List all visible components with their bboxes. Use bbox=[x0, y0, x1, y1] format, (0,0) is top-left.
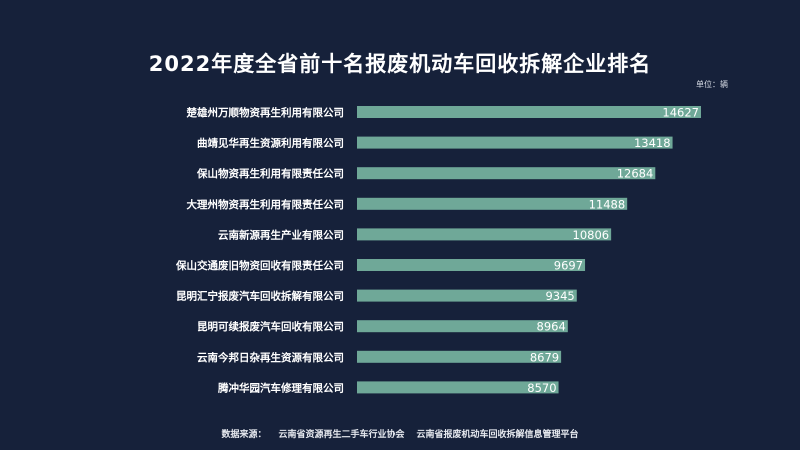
bar bbox=[357, 197, 628, 210]
bar bbox=[357, 350, 562, 363]
category-label: 大理州物资再生利用有限责任公司 bbox=[187, 198, 345, 211]
category-label: 昆明汇宁报废汽车回收拆解有限公司 bbox=[176, 290, 344, 303]
bar bbox=[357, 106, 701, 118]
bar-value-label: 10806 bbox=[573, 228, 610, 242]
bar bbox=[357, 289, 577, 302]
bar-value-label: 8570 bbox=[527, 381, 556, 395]
bar bbox=[357, 259, 586, 271]
bar-value-label: 9697 bbox=[554, 259, 583, 273]
bar bbox=[357, 136, 673, 149]
category-label: 曲靖见华再生资源利用有限公司 bbox=[197, 137, 344, 150]
bar-value-label: 8964 bbox=[537, 320, 566, 334]
category-label: 腾冲华园汽车修理有限公司 bbox=[217, 381, 344, 394]
data-source: 数据来源： 云南省资源再生二手车行业协会 云南省报废机动车回收拆解信息管理平台 bbox=[0, 427, 800, 440]
source-1: 云南省资源再生二手车行业协会 bbox=[278, 430, 405, 440]
category-label: 保山物资再生利用有限责任公司 bbox=[196, 167, 344, 180]
bar bbox=[357, 320, 568, 333]
bar-value-label: 13418 bbox=[634, 136, 671, 150]
bar-value-label: 11488 bbox=[589, 197, 626, 211]
chart-title: 2022年度全省前十名报废机动车回收拆解企业排名 bbox=[148, 52, 652, 76]
bar bbox=[357, 381, 559, 394]
category-label: 昆明可续报废汽车回收有限公司 bbox=[197, 320, 344, 333]
category-label: 楚雄州万顺物资再生利用有限公司 bbox=[186, 106, 345, 119]
bar-value-label: 12684 bbox=[617, 167, 654, 181]
bar-value-label: 8679 bbox=[530, 350, 559, 364]
source-label: 数据来源： bbox=[221, 430, 267, 440]
bar-value-label: 9345 bbox=[545, 289, 574, 303]
category-label: 云南新源再生产业有限公司 bbox=[218, 228, 344, 241]
bar bbox=[357, 167, 656, 180]
bar-value-label: 14627 bbox=[662, 106, 699, 120]
category-label: 保山交通废旧物资回收有限责任公司 bbox=[175, 259, 344, 272]
source-2: 云南省报废机动车回收拆解信息管理平台 bbox=[416, 430, 579, 440]
bar bbox=[357, 228, 612, 241]
category-label: 云南今邦日杂再生资源有限公司 bbox=[197, 351, 344, 364]
unit-label: 单位：辆 bbox=[696, 80, 728, 89]
